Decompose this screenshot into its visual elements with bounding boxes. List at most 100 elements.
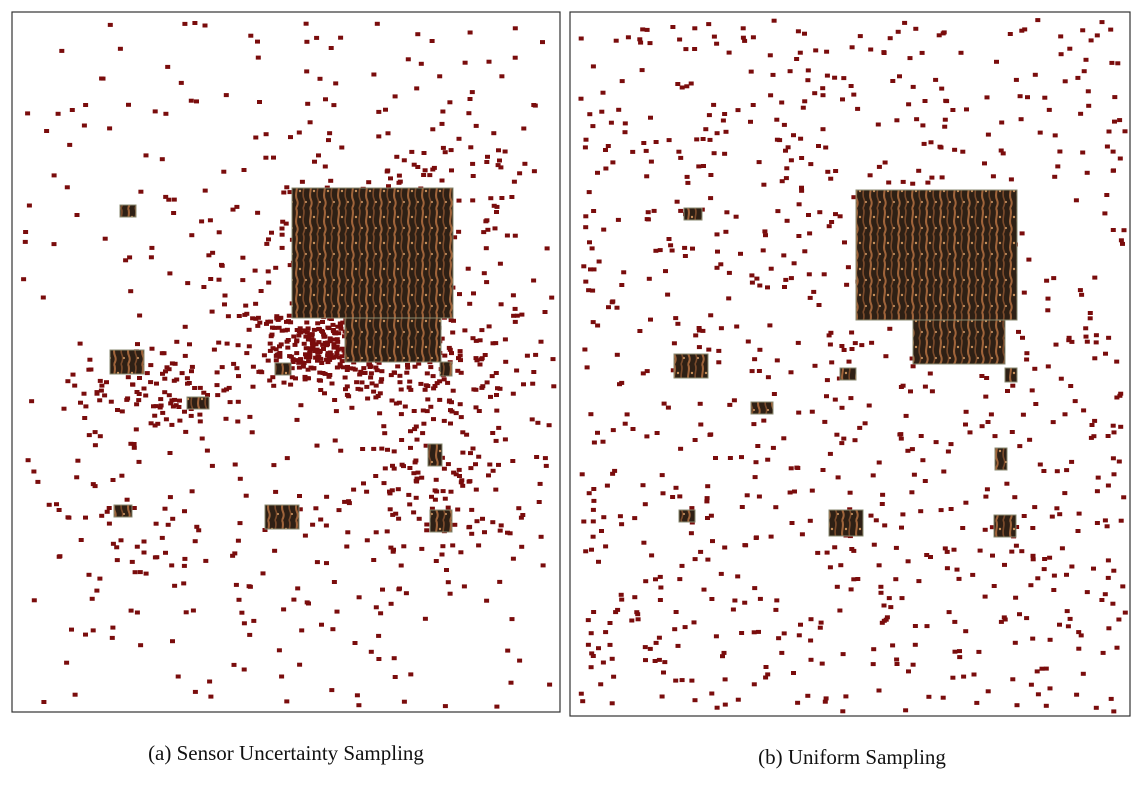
sample-point — [468, 451, 473, 455]
sample-point — [29, 399, 34, 403]
sample-point — [482, 530, 487, 534]
obstacle — [275, 363, 291, 375]
sample-point — [1032, 367, 1037, 371]
sample-point — [637, 329, 642, 333]
sample-point — [782, 631, 787, 635]
sample-point — [177, 399, 182, 403]
sample-point — [264, 242, 269, 246]
sample-point — [455, 508, 460, 512]
sample-point — [643, 579, 648, 583]
sample-point — [723, 677, 728, 681]
sample-point — [215, 370, 220, 374]
sample-point — [474, 405, 479, 409]
sample-point — [1046, 297, 1051, 301]
sample-point — [734, 215, 739, 219]
sample-point — [1002, 563, 1007, 567]
sample-point — [675, 82, 680, 86]
sample-point — [1057, 512, 1062, 516]
sample-point — [392, 370, 397, 374]
sample-point — [591, 508, 596, 512]
sample-point — [415, 438, 420, 442]
sample-point — [1057, 623, 1062, 627]
sample-point — [108, 23, 113, 27]
sample-point — [806, 213, 811, 217]
sample-point — [821, 127, 826, 131]
sample-point — [72, 384, 77, 388]
sample-point — [194, 99, 199, 103]
sample-point — [491, 131, 496, 135]
sample-point — [266, 359, 271, 363]
sample-point — [580, 699, 585, 703]
sample-point — [1106, 626, 1111, 630]
sample-point — [261, 571, 266, 575]
sample-point — [683, 254, 688, 258]
sample-point — [474, 124, 479, 128]
sample-point — [484, 160, 489, 164]
sample-point — [450, 331, 455, 335]
sample-point — [509, 195, 514, 199]
sample-point — [371, 558, 376, 562]
sample-point — [393, 675, 398, 679]
obstacle — [428, 444, 442, 466]
sample-point — [219, 263, 224, 267]
sample-point — [648, 647, 653, 651]
sample-point — [129, 609, 134, 613]
sample-point — [644, 174, 649, 178]
sample-point — [237, 598, 242, 602]
sample-point — [503, 360, 508, 364]
sample-point — [463, 61, 468, 65]
sample-point — [424, 523, 429, 527]
sample-point — [732, 398, 737, 402]
sample-point — [266, 281, 271, 285]
sample-point — [913, 27, 918, 31]
sample-point — [154, 522, 159, 526]
sample-point — [517, 659, 522, 663]
sample-point — [841, 652, 846, 656]
sample-point — [133, 570, 138, 574]
sample-point — [603, 544, 608, 548]
sample-point — [327, 357, 332, 361]
sample-point — [503, 437, 508, 441]
sample-point — [877, 689, 882, 693]
sample-point — [821, 468, 826, 472]
sample-point — [128, 289, 133, 293]
sample-point — [957, 655, 962, 659]
sample-point — [1091, 567, 1096, 571]
sample-point — [279, 675, 284, 679]
sample-point — [291, 598, 296, 602]
sample-point — [703, 127, 708, 131]
sample-point — [992, 584, 997, 588]
sample-point — [386, 131, 391, 135]
sample-point — [499, 302, 504, 306]
sample-point — [319, 623, 324, 627]
sample-point — [798, 623, 803, 627]
sample-point — [701, 137, 706, 141]
sample-point — [154, 382, 159, 386]
sample-point — [817, 210, 822, 214]
sample-point — [939, 146, 944, 150]
sample-point — [1111, 228, 1116, 232]
sample-point — [583, 280, 588, 284]
sample-point — [326, 138, 331, 142]
sample-point — [1119, 519, 1124, 523]
sample-point — [1041, 469, 1046, 473]
sample-point — [470, 162, 475, 166]
sample-point — [819, 621, 824, 625]
sample-point — [172, 584, 177, 588]
sample-point — [334, 351, 339, 355]
sample-point — [388, 176, 393, 180]
sample-point — [476, 543, 481, 547]
sample-point — [798, 137, 803, 141]
sample-point — [280, 246, 285, 250]
sample-point — [396, 487, 401, 491]
sample-point — [407, 380, 412, 384]
sample-point — [597, 260, 602, 264]
sample-point — [888, 605, 893, 609]
sample-point — [169, 563, 174, 567]
sample-point — [25, 111, 30, 115]
sample-point — [735, 574, 740, 578]
sample-point — [807, 231, 812, 235]
sample-point — [1042, 557, 1047, 561]
sample-point — [183, 325, 188, 329]
sample-point — [329, 46, 334, 50]
